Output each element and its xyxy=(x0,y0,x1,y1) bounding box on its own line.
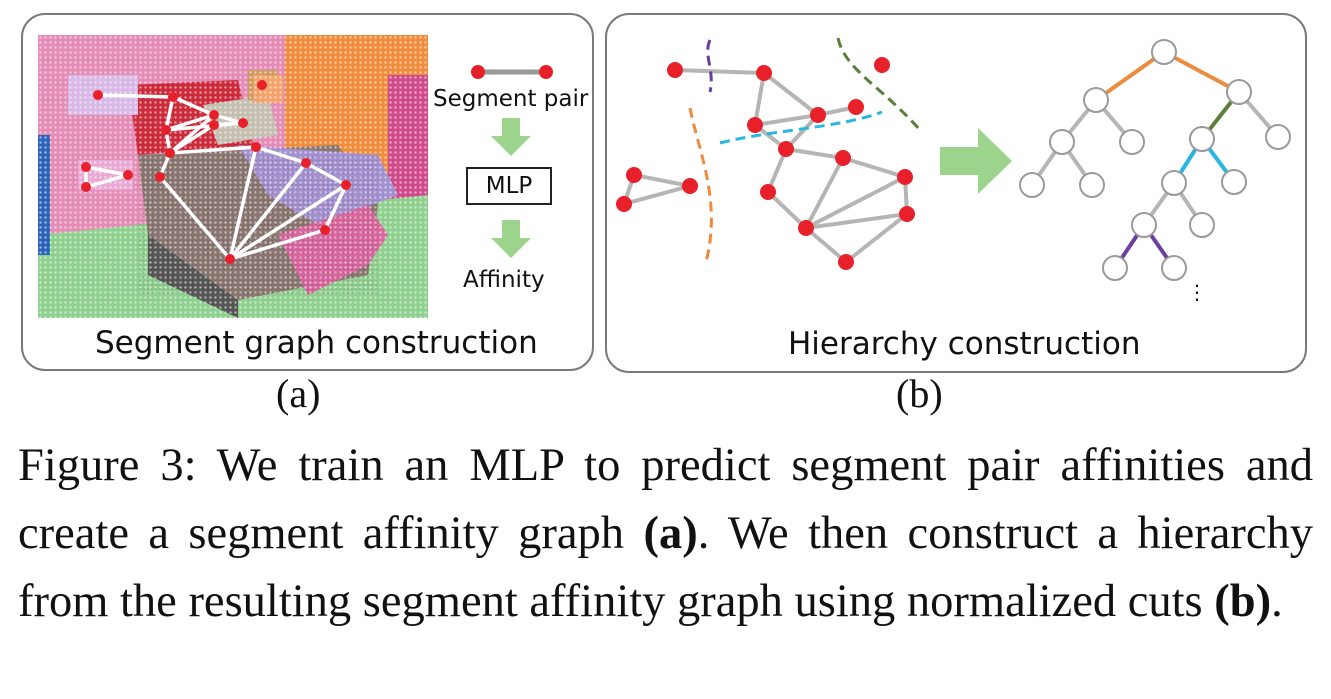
subfigure-label-a: (a) xyxy=(276,371,321,416)
tree-ellipsis: ⋮ xyxy=(1187,280,1207,304)
mlp-label: MLP xyxy=(485,173,533,199)
affinity-label: Affinity xyxy=(463,267,545,293)
caption-end: . xyxy=(1271,576,1283,627)
caption-ref-b: (b) xyxy=(1214,576,1272,627)
caption-lead: Figure 3: We train an MLP to predict seg… xyxy=(18,440,1313,559)
segment-pair-label: Segment pair xyxy=(433,86,589,112)
right-arrow-icon xyxy=(940,128,1012,194)
hierarchy-title: Hierarchy construction xyxy=(788,326,1141,362)
caption-middle: . We then construct a hierarchy from the… xyxy=(18,508,1313,627)
segment-graph-title: Segment graph construction xyxy=(95,325,538,361)
hierarchy-tree xyxy=(1019,39,1291,281)
bedroom-scene-image xyxy=(38,35,428,318)
subfigure-label-b: (b) xyxy=(896,371,943,416)
segment-pair-icon xyxy=(471,65,553,79)
down-arrow-icon xyxy=(491,220,531,258)
caption-ref-a: (a) xyxy=(643,508,698,559)
figure-caption: Figure 3: We train an MLP to predict seg… xyxy=(18,432,1313,636)
segment-affinity-graph xyxy=(616,37,922,270)
mlp-box: MLP xyxy=(466,167,552,205)
down-arrow-icon xyxy=(491,118,531,156)
